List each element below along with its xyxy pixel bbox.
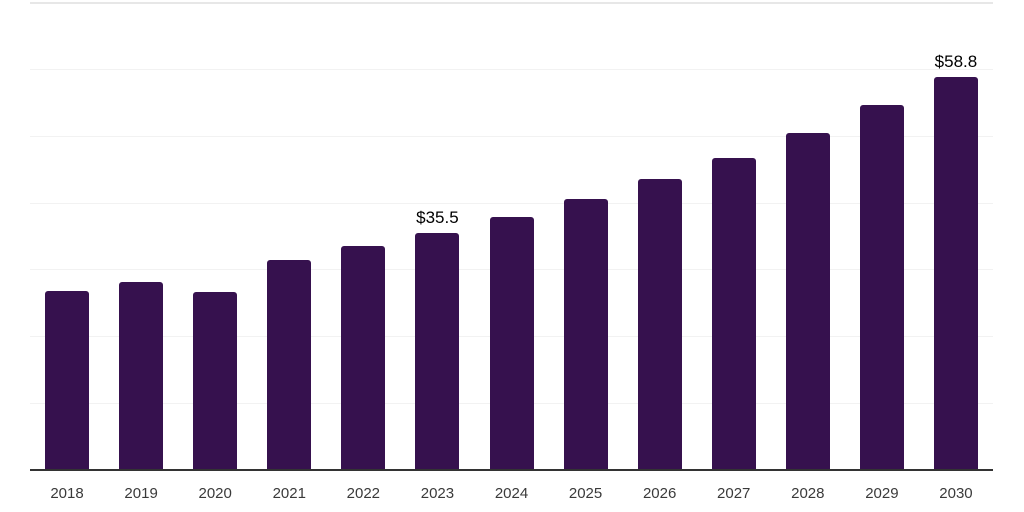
- x-tick-label-2026: 2026: [642, 485, 677, 502]
- x-tick-label-2025: 2025: [568, 485, 603, 502]
- bar-2021: [267, 260, 312, 470]
- bar-2020: [193, 292, 238, 470]
- x-tick-label-2028: 2028: [791, 485, 825, 502]
- bar-2019: [119, 282, 164, 470]
- x-tick-label-2018: 2018: [50, 485, 84, 502]
- x-tick-label-2030: 2030: [939, 485, 973, 502]
- x-tick-label-2019: 2019: [124, 485, 158, 502]
- x-axis-line: [30, 469, 993, 471]
- bar-2022: [341, 246, 386, 470]
- bar-2028: [785, 133, 830, 470]
- x-tick-label-2022: 2022: [346, 485, 381, 502]
- plot-top-border: [30, 2, 993, 4]
- bar-2018: [45, 290, 90, 470]
- bar-2026: [637, 179, 682, 470]
- data-label-2023: $35.5: [416, 207, 459, 227]
- gridline-40: [30, 202, 993, 204]
- bar-2024: [489, 216, 534, 470]
- x-tick-label-2023: 2023: [420, 485, 455, 502]
- bar-2030: [933, 76, 978, 470]
- data-label-2030: $58.8: [934, 51, 978, 71]
- x-tick-label-2020: 2020: [198, 485, 232, 502]
- gridline-60: [30, 68, 993, 70]
- bar-2023: [415, 232, 460, 470]
- x-tick-label-2021: 2021: [272, 485, 306, 502]
- bar-2025: [563, 199, 608, 470]
- x-tick-label-2024: 2024: [494, 485, 529, 502]
- x-tick-label-2029: 2029: [865, 485, 899, 502]
- gridline-50: [30, 135, 993, 137]
- bar-2029: [859, 104, 904, 470]
- bar-2027: [711, 157, 756, 470]
- x-tick-label-2027: 2027: [717, 485, 751, 502]
